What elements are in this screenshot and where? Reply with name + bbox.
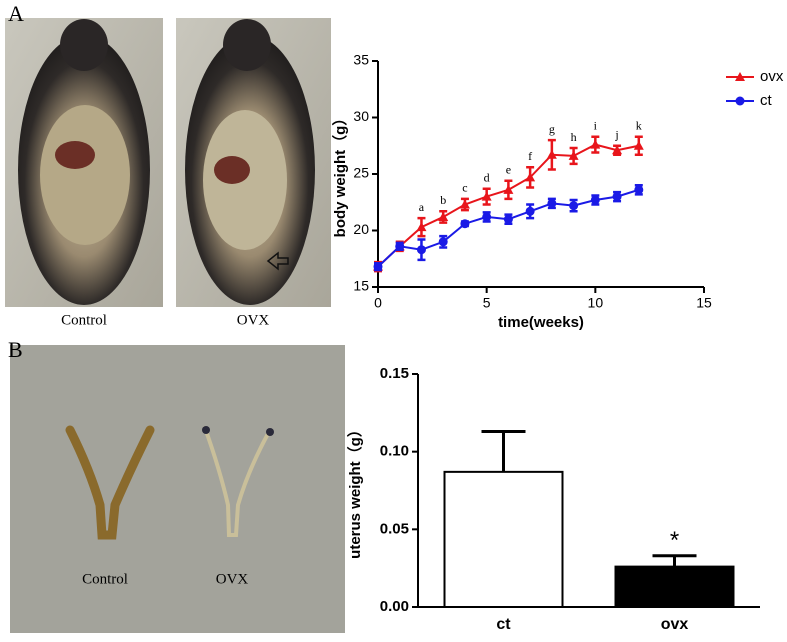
y-tick-label: 0.05 bbox=[380, 520, 409, 537]
x-tick-label: ct bbox=[496, 616, 511, 633]
panel-label: A bbox=[8, 1, 24, 26]
legend-marker bbox=[735, 72, 745, 81]
x-tick-label: 15 bbox=[696, 295, 712, 311]
annotation: d bbox=[484, 170, 490, 184]
marker bbox=[503, 184, 514, 194]
panel-label: B bbox=[8, 337, 23, 362]
legend-label: ovx bbox=[760, 68, 784, 85]
marker bbox=[546, 149, 557, 159]
marker bbox=[438, 211, 449, 221]
annotation: k bbox=[636, 118, 642, 132]
annotation: c bbox=[462, 181, 467, 195]
photo-caption: OVX bbox=[237, 312, 270, 328]
x-tick-label: 10 bbox=[588, 295, 604, 311]
error-bar bbox=[652, 554, 697, 567]
legend-label: ct bbox=[760, 92, 773, 109]
bar bbox=[614, 565, 735, 609]
marker bbox=[525, 172, 536, 182]
marker bbox=[395, 241, 405, 251]
series-line bbox=[377, 188, 640, 268]
marker bbox=[569, 201, 579, 211]
marker bbox=[634, 185, 644, 195]
marker bbox=[590, 139, 601, 149]
x-tick-label: 5 bbox=[483, 295, 491, 311]
annotation: j bbox=[614, 128, 618, 142]
marker bbox=[547, 198, 557, 208]
error-bar bbox=[481, 429, 526, 472]
annotation: i bbox=[594, 118, 598, 132]
y-tick-label: 0.00 bbox=[380, 598, 409, 615]
marker bbox=[459, 199, 470, 209]
y-tick-label: 15 bbox=[353, 278, 369, 294]
photo-caption: Control bbox=[82, 571, 128, 587]
marker bbox=[373, 262, 383, 272]
y-tick-label: 20 bbox=[353, 221, 369, 237]
bar bbox=[443, 470, 564, 608]
marker bbox=[482, 212, 492, 222]
marker bbox=[416, 245, 426, 255]
photo-caption: OVX bbox=[216, 571, 249, 587]
marker bbox=[633, 140, 644, 150]
legend-marker bbox=[735, 96, 745, 106]
photo-caption: Control bbox=[61, 312, 107, 328]
marker bbox=[590, 195, 600, 205]
annotation: f bbox=[528, 149, 532, 163]
photo-uterus bbox=[10, 345, 345, 633]
y-tick-label: 0.10 bbox=[380, 443, 409, 460]
y-tick-label: 0.15 bbox=[380, 365, 409, 382]
marker bbox=[612, 145, 623, 155]
marker bbox=[460, 219, 470, 229]
photo-ovx-a bbox=[176, 18, 331, 307]
y-tick-label: 25 bbox=[353, 165, 369, 181]
x-tick-label: 0 bbox=[374, 295, 382, 311]
x-axis-label: time(weeks) bbox=[498, 314, 584, 331]
x-tick-label: ovx bbox=[661, 616, 689, 633]
y-tick-label: 30 bbox=[353, 108, 369, 124]
annotation: * bbox=[670, 527, 679, 554]
y-axis-label: body weight（g） bbox=[331, 111, 349, 238]
marker bbox=[568, 150, 579, 160]
annotation: b bbox=[440, 193, 446, 207]
annotation: g bbox=[549, 122, 555, 136]
marker bbox=[503, 214, 513, 224]
annotation: e bbox=[506, 163, 511, 177]
marker bbox=[525, 206, 535, 216]
marker bbox=[438, 237, 448, 247]
y-tick-label: 35 bbox=[353, 52, 369, 68]
marker bbox=[612, 192, 622, 202]
marker bbox=[481, 191, 492, 201]
y-axis-label: uterus weight（g） bbox=[346, 422, 364, 559]
marker bbox=[416, 222, 427, 232]
photo-control-a bbox=[5, 18, 163, 307]
annotation: h bbox=[571, 130, 577, 144]
annotation: a bbox=[419, 200, 425, 214]
